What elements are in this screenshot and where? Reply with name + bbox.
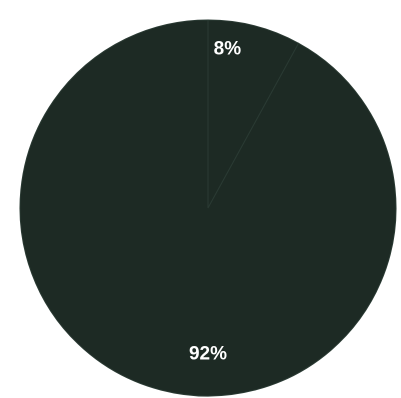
slice-label-92: 92%: [189, 344, 227, 365]
pie-slices: [19, 19, 397, 397]
pie-slice-92: [19, 19, 397, 397]
pie-labels: 8% 92%: [189, 38, 241, 364]
pie-slice-8: [207, 19, 300, 209]
slice-label-8: 8%: [214, 38, 242, 59]
